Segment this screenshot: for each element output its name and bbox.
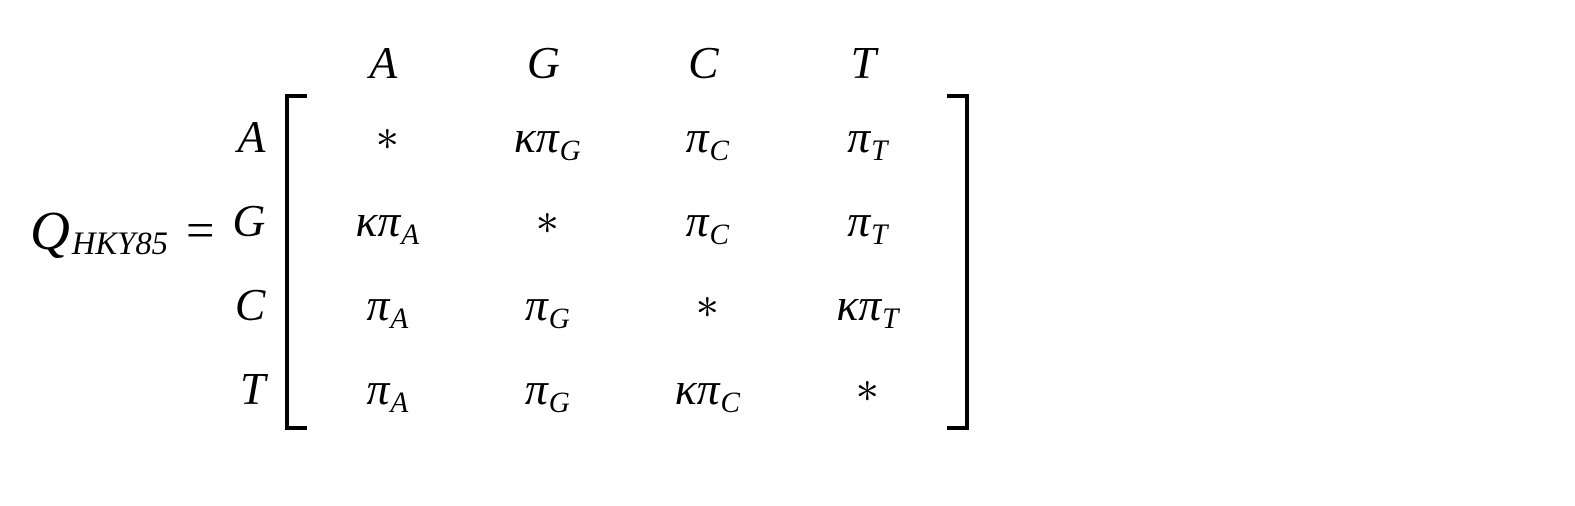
left-bracket [285, 94, 307, 430]
matrix-cell: κπC [627, 346, 787, 430]
matrix-cell: κπT [787, 262, 947, 346]
matrix-cell: πC [627, 94, 787, 178]
matrix: A G C T ∗κπGπCπTκπA∗πCπTπAπG∗κπTπAπGκπC∗ [285, 30, 969, 430]
lhs-symbol: Q [30, 199, 70, 262]
matrix-row: ∗κπGπCπT [307, 94, 947, 178]
matrix-cell: κπA [307, 178, 467, 262]
row-label-g: G [232, 178, 271, 262]
column-headers: A G C T [285, 30, 969, 94]
row-label-a: A [232, 94, 271, 178]
lhs-subscript: HKY85 [72, 226, 168, 263]
col-header-c: C [623, 30, 783, 94]
row-label-spacer [232, 30, 271, 94]
matrix-cell: πT [787, 178, 947, 262]
hky85-equation: Q HKY85 = A G C T A G C T ∗κπGπCπTκπA∗πC… [30, 30, 969, 430]
row-label-t: T [232, 346, 271, 430]
matrix-cell: πC [627, 178, 787, 262]
matrix-cell: πA [307, 262, 467, 346]
matrix-cell: ∗ [307, 94, 467, 178]
matrix-row: πAπG∗κπT [307, 262, 947, 346]
col-header-g: G [463, 30, 623, 94]
matrix-cells: ∗κπGπCπTκπA∗πCπTπAπG∗κπTπAπGκπC∗ [307, 94, 947, 430]
equals-sign: = [186, 201, 214, 259]
matrix-cell: ∗ [467, 178, 627, 262]
row-label-c: C [232, 262, 271, 346]
lhs: Q HKY85 [30, 199, 168, 262]
matrix-cell: πT [787, 94, 947, 178]
matrix-cell: ∗ [787, 346, 947, 430]
matrix-cell: κπG [467, 94, 627, 178]
rhs: A G C T A G C T ∗κπGπCπTκπA∗πCπTπAπG∗κπT… [232, 30, 969, 430]
matrix-cell: πG [467, 262, 627, 346]
col-header-t: T [783, 30, 943, 94]
matrix-body: ∗κπGπCπTκπA∗πCπTπAπG∗κπTπAπGκπC∗ [285, 94, 969, 430]
matrix-row: πAπGκπC∗ [307, 346, 947, 430]
matrix-cell: πG [467, 346, 627, 430]
right-bracket [947, 94, 969, 430]
matrix-row: κπA∗πCπT [307, 178, 947, 262]
matrix-cell: πA [307, 346, 467, 430]
row-labels: A G C T [232, 30, 271, 430]
matrix-cell: ∗ [627, 262, 787, 346]
col-header-a: A [303, 30, 463, 94]
